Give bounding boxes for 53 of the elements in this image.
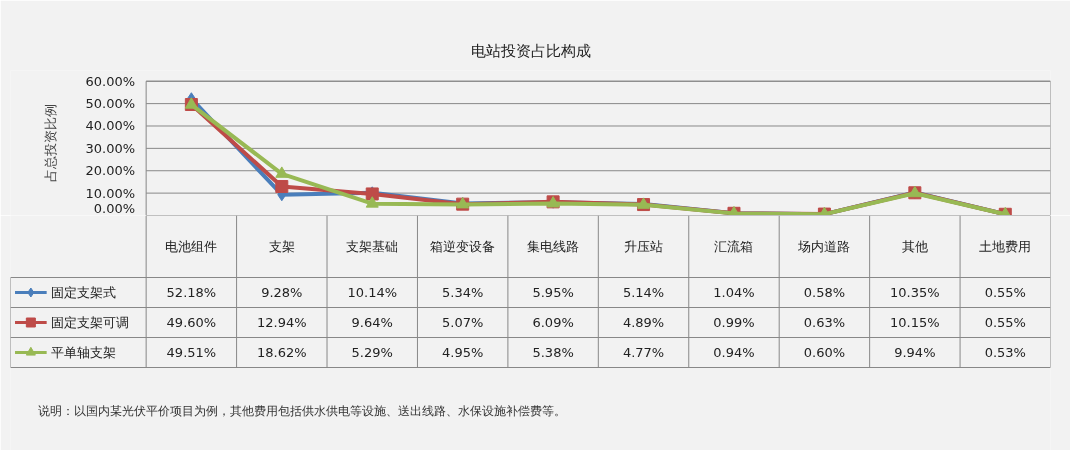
chart-title: 电站投资占比构成 [470, 41, 591, 60]
x-tick-label: 支架 [268, 239, 295, 254]
y-tick-label: 60.00% [85, 73, 136, 89]
data-label: 5.38% [532, 345, 574, 360]
legend-label: 固定支架可调 [51, 315, 130, 330]
y-tick-label: 30.00% [85, 140, 136, 156]
data-label: 0.99% [713, 315, 755, 330]
x-tick-label: 其他 [901, 239, 928, 254]
data-label: 10.15% [890, 315, 940, 330]
data-label: 4.89% [622, 315, 665, 330]
y-tick-label: 40.00% [85, 118, 136, 134]
x-tick-label: 场内道路 [797, 239, 851, 254]
data-label: 10.35% [890, 285, 940, 300]
data-label: 49.60% [166, 315, 217, 330]
data-label: 9.28% [261, 285, 303, 300]
data-label: 9.64% [351, 315, 393, 330]
data-label: 5.14% [622, 285, 665, 300]
y-tick-label: 20.00% [85, 163, 136, 179]
data-label: 5.29% [351, 345, 393, 360]
data-label: 12.94% [257, 315, 307, 330]
text: 说明：以国内某光伏平价项目为例，其他费用包括供水供电等设施、送出线路、水保设施补偿费等。 [37, 403, 566, 418]
data-label: 1.04% [713, 285, 755, 300]
x-tick-label: 土地费用 [979, 239, 1032, 254]
x-tick-label: 支架基础 [346, 239, 399, 254]
data-label: 6.09% [532, 315, 574, 330]
data-label: 5.95% [532, 285, 574, 300]
data-label: 0.63% [803, 315, 846, 330]
data-label: 5.34% [442, 285, 484, 300]
x-tick-label: 集电线路 [527, 239, 580, 254]
data-label: 4.95% [442, 345, 484, 360]
data-label: 49.51% [166, 345, 217, 360]
data-label: 0.58% [803, 285, 846, 300]
y-tick-label: 10.00% [85, 185, 136, 201]
y-axis-title: 占总投资比例 [42, 104, 58, 182]
data-label: 0.60% [803, 345, 846, 360]
legend-label: 平单轴支架 [51, 345, 117, 360]
data-label: 0.94% [713, 345, 755, 360]
data-label: 0.53% [984, 345, 1026, 360]
x-tick-label: 箱逆变设备 [430, 239, 496, 254]
legend-label: 固定支架式 [51, 285, 117, 300]
x-tick-label: 电池组件 [165, 239, 218, 254]
data-label: 9.94% [894, 345, 936, 360]
data-label: 5.07% [442, 315, 484, 330]
y-tick-label: 50.00% [85, 96, 136, 112]
data-label: 0.55% [984, 315, 1026, 330]
y-tick-label: 0.00% [93, 200, 136, 216]
data-label: 52.18% [166, 285, 217, 300]
x-tick-label: 汇流箱 [714, 239, 754, 254]
data-label: 4.77% [622, 345, 665, 360]
data-label: 10.14% [347, 285, 398, 300]
data-label: 0.55% [984, 285, 1026, 300]
data-label: 18.62% [257, 345, 307, 360]
x-tick-label: 升压站 [624, 239, 664, 254]
